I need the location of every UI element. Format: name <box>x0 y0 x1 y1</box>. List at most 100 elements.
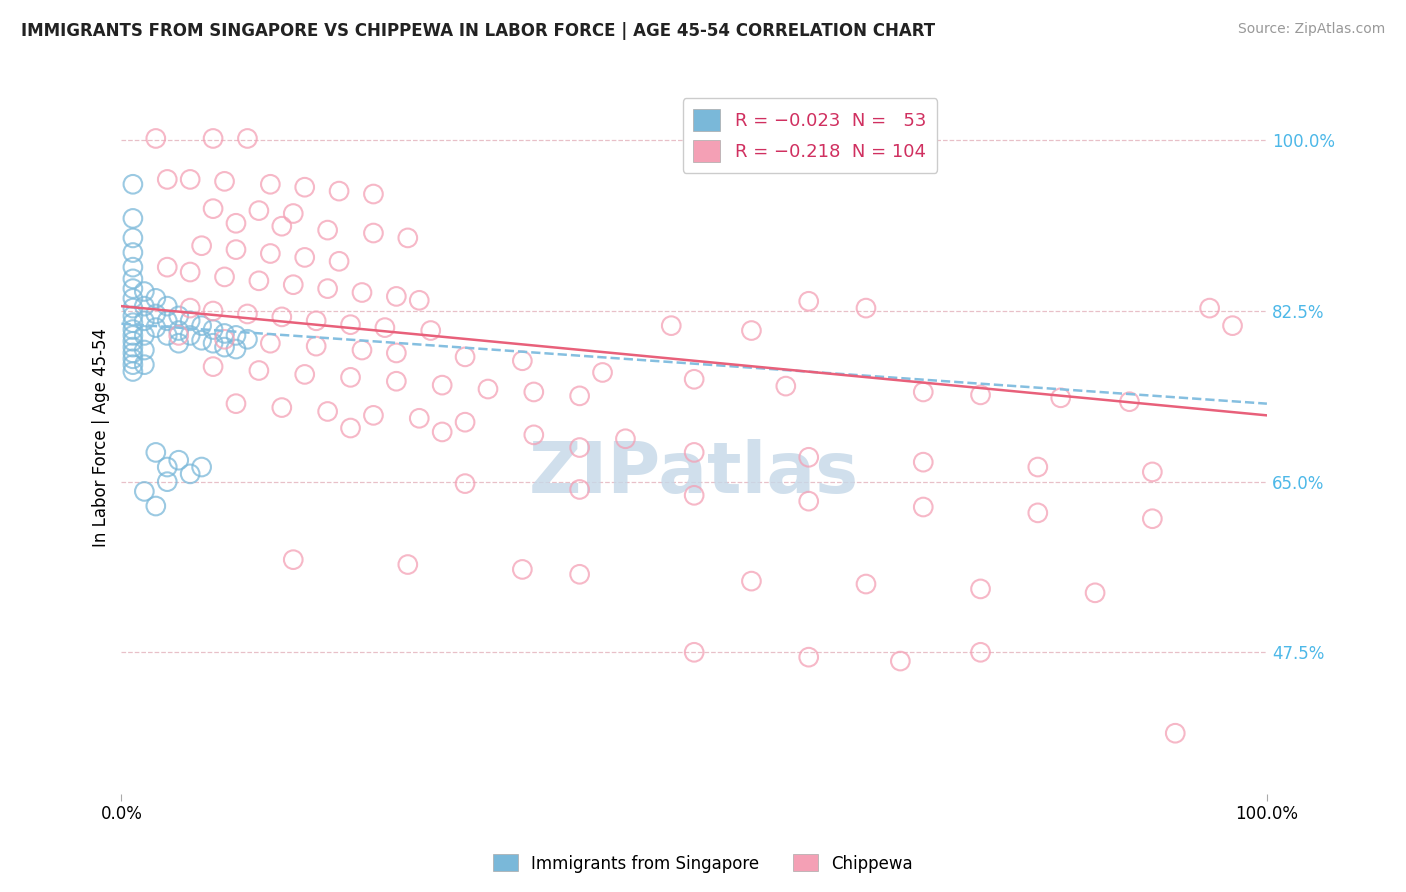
Point <box>134 299 156 313</box>
Point <box>122 322 145 336</box>
Point <box>134 285 156 299</box>
Point <box>145 291 167 305</box>
Point <box>122 328 145 343</box>
Point <box>247 274 270 288</box>
Point <box>167 328 190 343</box>
Point <box>283 552 305 566</box>
Point <box>316 282 339 296</box>
Point <box>214 340 236 354</box>
Point <box>134 328 156 343</box>
Point <box>1026 460 1049 475</box>
Point <box>339 370 361 384</box>
Point <box>190 318 212 333</box>
Point <box>1049 391 1071 405</box>
Point <box>236 307 259 321</box>
Point <box>477 382 499 396</box>
Point <box>122 272 145 286</box>
Point <box>225 216 247 230</box>
Point <box>225 342 247 356</box>
Point <box>145 131 167 145</box>
Point <box>1026 506 1049 520</box>
Point <box>523 384 546 399</box>
Point <box>259 336 281 351</box>
Point <box>969 582 991 596</box>
Point <box>156 299 179 313</box>
Point <box>202 336 225 351</box>
Point <box>969 645 991 659</box>
Point <box>294 180 316 194</box>
Point <box>419 324 441 338</box>
Point <box>350 343 373 357</box>
Point <box>294 368 316 382</box>
Point <box>167 309 190 323</box>
Point <box>122 245 145 260</box>
Point <box>156 260 179 275</box>
Point <box>122 231 145 245</box>
Point <box>385 374 408 388</box>
Point <box>797 450 820 465</box>
Point <box>156 172 179 186</box>
Point <box>156 314 179 328</box>
Point <box>614 432 637 446</box>
Point <box>683 372 706 386</box>
Point <box>363 187 385 202</box>
Point <box>134 484 156 499</box>
Point <box>156 475 179 489</box>
Point <box>740 324 762 338</box>
Point <box>350 285 373 300</box>
Point <box>145 445 167 459</box>
Point <box>179 314 201 328</box>
Point <box>190 460 212 475</box>
Point <box>134 358 156 372</box>
Point <box>122 340 145 354</box>
Point <box>122 309 145 323</box>
Point <box>408 411 430 425</box>
Point <box>889 654 911 668</box>
Point <box>122 351 145 366</box>
Point <box>912 455 935 469</box>
Point <box>568 483 591 497</box>
Point <box>225 397 247 411</box>
Point <box>523 428 546 442</box>
Point <box>190 333 212 347</box>
Point <box>122 291 145 305</box>
Point <box>316 223 339 237</box>
Point <box>202 202 225 216</box>
Point <box>179 328 201 343</box>
Legend: R = −0.023  N =   53, R = −0.218  N = 104: R = −0.023 N = 53, R = −0.218 N = 104 <box>682 98 938 173</box>
Point <box>855 301 877 315</box>
Point <box>122 346 145 360</box>
Point <box>797 650 820 665</box>
Point <box>430 425 453 439</box>
Point <box>122 334 145 349</box>
Point <box>855 577 877 591</box>
Point <box>1222 318 1244 333</box>
Point <box>259 178 281 192</box>
Point <box>145 499 167 513</box>
Point <box>683 445 706 459</box>
Point <box>122 282 145 296</box>
Point <box>156 460 179 475</box>
Point <box>202 359 225 374</box>
Point <box>225 243 247 257</box>
Point <box>592 366 614 380</box>
Point <box>339 421 361 435</box>
Text: ZIPatlas: ZIPatlas <box>529 439 859 508</box>
Point <box>1164 726 1187 740</box>
Point <box>122 316 145 330</box>
Point <box>363 409 385 423</box>
Point <box>396 231 419 245</box>
Point <box>912 500 935 514</box>
Point <box>145 307 167 321</box>
Point <box>202 322 225 336</box>
Point <box>270 401 292 415</box>
Point <box>190 238 212 252</box>
Point <box>179 301 201 315</box>
Point <box>247 203 270 218</box>
Point <box>247 363 270 377</box>
Point <box>122 301 145 315</box>
Point <box>797 494 820 508</box>
Point <box>1142 512 1164 526</box>
Point <box>294 251 316 265</box>
Point <box>1084 586 1107 600</box>
